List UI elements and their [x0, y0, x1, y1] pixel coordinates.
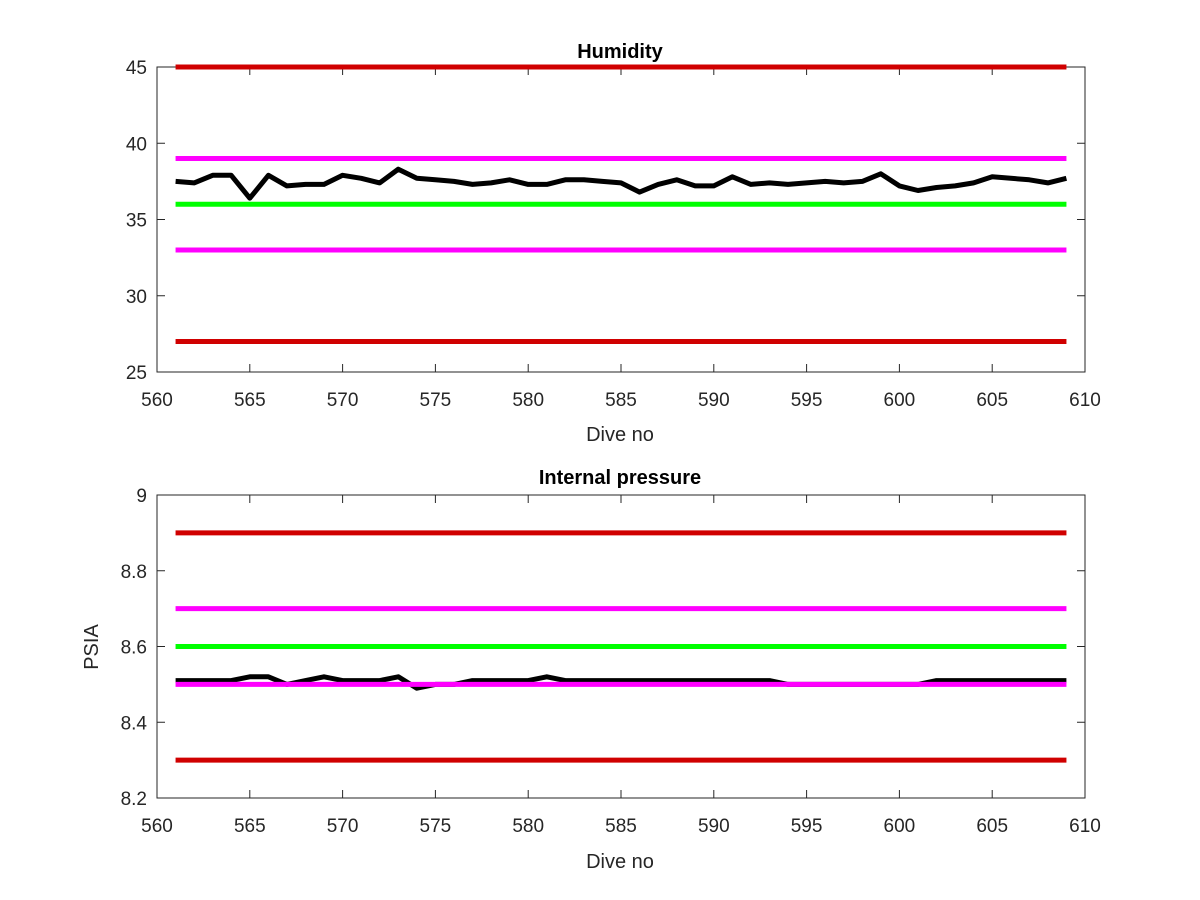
humidity-x-tick-label: 570 — [327, 390, 359, 411]
humidity-x-tick-label: 610 — [1069, 390, 1101, 411]
humidity-x-tick-label: 580 — [512, 390, 544, 411]
humidity-y-tick-label: 35 — [126, 211, 147, 232]
internal-pressure-x-tick-label: 560 — [141, 816, 173, 837]
internal-pressure-x-tick-label: 565 — [234, 816, 266, 837]
internal-pressure-y-tick-label: 9 — [136, 486, 147, 507]
internal-pressure-x-tick-label: 585 — [605, 816, 637, 837]
internal-pressure-x-tick-label: 590 — [698, 816, 730, 837]
humidity-x-tick-label: 560 — [141, 390, 173, 411]
internal-pressure-y-tick-label: 8.4 — [121, 713, 148, 734]
internal-pressure-y-tick-label: 8.2 — [121, 789, 147, 810]
internal-pressure-chart-title: Internal pressure — [539, 467, 701, 489]
humidity-x-axis-label: Dive no — [586, 424, 654, 446]
internal-pressure-x-tick-label: 605 — [976, 816, 1008, 837]
internal-pressure-x-tick-label: 575 — [420, 816, 452, 837]
internal-pressure-x-tick-label: 610 — [1069, 816, 1101, 837]
humidity-chart: Humidity 560 565 570 575 580 585 590 595 600 605 6… — [126, 41, 1101, 446]
internal-pressure-y-axis-label: PSIA — [81, 624, 103, 670]
internal-pressure-x-tick-label: 600 — [884, 816, 916, 837]
humidity-plot-area: 560 565 570 575 580 585 590 595 600 605 610 25 30 35 4… — [126, 58, 1101, 411]
internal-pressure-y-tick-label: 8.6 — [121, 638, 147, 659]
humidity-x-tick-label: 585 — [605, 390, 637, 411]
internal-pressure-x-tick-label: 570 — [327, 816, 359, 837]
humidity-y-tick-label: 25 — [126, 363, 147, 384]
humidity-x-tick-label: 575 — [420, 390, 452, 411]
internal-pressure-x-tick-label: 580 — [512, 816, 544, 837]
humidity-y-tick-label: 30 — [126, 287, 147, 308]
humidity-x-tick-label: 600 — [884, 390, 916, 411]
internal-pressure-x-axis-label: Dive no — [586, 851, 654, 873]
humidity-x-tick-label: 565 — [234, 390, 266, 411]
internal-pressure-x-tick-label: 595 — [791, 816, 823, 837]
humidity-x-tick-label: 595 — [791, 390, 823, 411]
humidity-y-tick-label: 40 — [126, 134, 147, 155]
internal-pressure-y-tick-label: 8.8 — [121, 562, 147, 583]
humidity-chart-title: Humidity — [577, 41, 663, 63]
internal-pressure-chart: Internal pressure 560 565 570 575 580 585 590 5… — [81, 467, 1101, 873]
humidity-y-tick-label: 45 — [126, 58, 147, 79]
humidity-data-line — [175, 166, 1068, 201]
internal-pressure-plot-area: 560 565 570 575 580 585 590 595 600 605 610 8.2 8.4 8… — [121, 486, 1101, 837]
humidity-x-tick-label: 590 — [698, 390, 730, 411]
humidity-x-tick-label: 605 — [976, 390, 1008, 411]
